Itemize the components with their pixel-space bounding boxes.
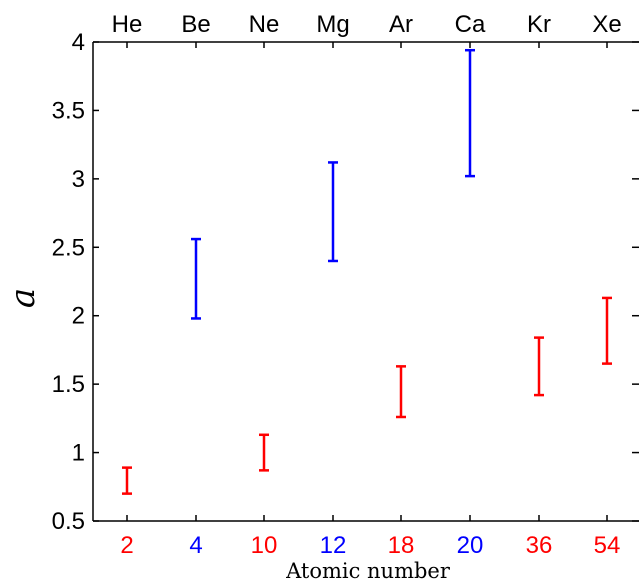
top-element-label: Ne — [249, 11, 280, 38]
top-element-label: He — [112, 11, 143, 38]
x-tick-label: 54 — [594, 532, 621, 559]
top-element-label: Xe — [592, 11, 621, 38]
errorbar-group — [122, 48, 612, 495]
x-tick-label: 20 — [457, 532, 484, 559]
y-tick-label: 3 — [72, 166, 85, 193]
y-axis-label: a — [3, 288, 43, 308]
x-tick-label: 4 — [189, 532, 202, 559]
top-element-label: Kr — [527, 11, 551, 38]
top-element-label: Mg — [316, 11, 349, 38]
top-element-label: Be — [181, 11, 210, 38]
y-tick-label: 3.5 — [52, 97, 85, 124]
y-tick-label: 0.5 — [52, 508, 85, 535]
x-tick-label: 18 — [388, 532, 415, 559]
y-tick-label: 2.5 — [52, 234, 85, 261]
x-tick-label: 2 — [120, 532, 133, 559]
x-axis-label: Atomic number — [285, 559, 451, 582]
x-tick-label: 10 — [251, 532, 278, 559]
y-tick-label: 4 — [72, 29, 85, 56]
y-tick-label: 1.5 — [52, 371, 85, 398]
top-element-label: Ar — [389, 11, 413, 38]
top-element-label: Ca — [455, 11, 486, 38]
x-tick-label: 12 — [320, 532, 347, 559]
y-tick-label: 2 — [72, 303, 85, 330]
axes-group: 0.5 1 1.5 2 2.5 3 3.5 4 2 He 4 Be 10 Ne 12 Mg 18 Ar 20 Ca 36… — [52, 11, 639, 559]
x-tick-label: 36 — [526, 532, 553, 559]
y-tick-label: 1 — [72, 440, 85, 467]
